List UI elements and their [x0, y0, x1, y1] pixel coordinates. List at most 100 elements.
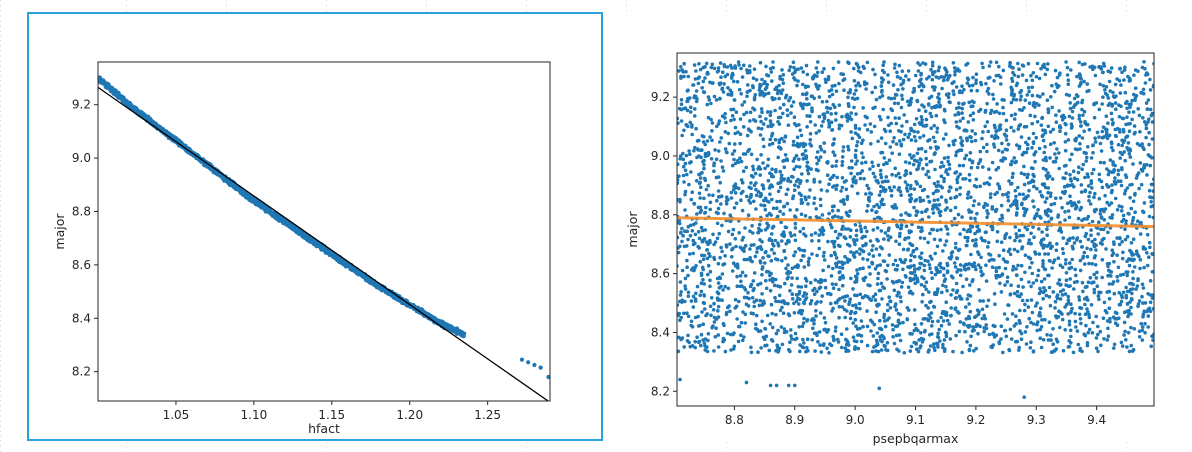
- data-point: [1032, 235, 1036, 239]
- data-point: [902, 351, 907, 355]
- data-point: [1001, 192, 1005, 197]
- data-point: [848, 235, 853, 239]
- data-point: [1037, 227, 1041, 231]
- data-point: [1067, 215, 1072, 220]
- data-point: [881, 63, 885, 67]
- y-tick-label: 9.0: [72, 151, 91, 165]
- data-point: [721, 90, 726, 94]
- data-point: [981, 145, 986, 150]
- data-point: [944, 73, 949, 77]
- data-point: [755, 246, 760, 250]
- data-point: [719, 245, 723, 250]
- data-point: [1044, 293, 1049, 298]
- data-point: [898, 338, 903, 343]
- data-point: [946, 232, 950, 236]
- data-point: [860, 248, 864, 253]
- data-point: [722, 338, 727, 342]
- data-point: [847, 165, 851, 170]
- data-point: [868, 239, 873, 243]
- data-point: [373, 281, 378, 286]
- data-point: [429, 315, 435, 320]
- data-point: [927, 290, 931, 294]
- data-point: [933, 348, 937, 353]
- data-point: [1066, 209, 1071, 213]
- data-point: [1125, 99, 1129, 104]
- data-point: [983, 316, 987, 321]
- data-point: [1123, 65, 1127, 70]
- data-point: [1148, 163, 1153, 168]
- data-point: [1077, 117, 1082, 121]
- data-point: [938, 238, 943, 242]
- data-point: [1141, 314, 1145, 319]
- data-point: [1029, 73, 1033, 78]
- data-point: [1013, 112, 1018, 116]
- data-point: [1104, 85, 1109, 89]
- data-point: [894, 142, 899, 146]
- data-point: [968, 151, 973, 155]
- data-point: [238, 189, 244, 194]
- data-point: [746, 149, 750, 153]
- data-point: [998, 281, 1002, 286]
- data-point: [1071, 169, 1076, 173]
- data-point: [727, 141, 732, 146]
- data-point: [819, 147, 824, 152]
- selected-chart-frame[interactable]: [27, 12, 603, 441]
- data-point: [686, 237, 690, 242]
- data-point: [1110, 213, 1115, 217]
- data-point: [867, 195, 871, 200]
- data-point: [1064, 60, 1068, 64]
- data-point: [1008, 235, 1012, 240]
- data-point: [1120, 256, 1125, 261]
- data-point: [934, 184, 939, 188]
- data-point: [856, 333, 860, 337]
- data-point: [678, 293, 683, 297]
- data-point: [1125, 345, 1129, 349]
- data-point: [1064, 278, 1069, 283]
- data-point: [1078, 141, 1082, 146]
- data-point: [829, 292, 833, 297]
- data-point: [919, 336, 924, 341]
- data-point: [794, 164, 799, 169]
- data-point: [964, 277, 969, 282]
- data-point: [368, 278, 373, 283]
- data-point: [766, 163, 770, 168]
- data-point: [1030, 85, 1034, 89]
- data-point: [817, 330, 822, 334]
- data-point: [769, 259, 774, 263]
- data-point: [997, 253, 1001, 258]
- data-point: [1022, 106, 1026, 110]
- data-point: [1139, 182, 1144, 187]
- data-point: [994, 60, 999, 65]
- data-point: [1044, 173, 1049, 178]
- data-point: [1080, 280, 1085, 285]
- data-point: [1141, 116, 1145, 120]
- data-point: [1081, 113, 1085, 117]
- data-point: [899, 213, 903, 217]
- data-point: [897, 139, 902, 143]
- data-point: [815, 70, 820, 75]
- data-point: [740, 180, 745, 185]
- data-point: [1115, 208, 1120, 212]
- data-point: [978, 265, 983, 270]
- data-point: [954, 281, 959, 286]
- data-point: [767, 348, 772, 353]
- data-point: [1057, 151, 1061, 155]
- data-point: [693, 241, 697, 245]
- data-point: [708, 284, 712, 289]
- data-point: [1145, 173, 1149, 177]
- data-point: [769, 238, 774, 243]
- data-point: [836, 260, 841, 264]
- data-point: [766, 91, 771, 96]
- data-point: [898, 175, 902, 180]
- data-point: [837, 103, 842, 107]
- data-point: [1063, 121, 1067, 126]
- data-point: [791, 143, 796, 147]
- data-point: [696, 230, 701, 234]
- data-point: [1123, 158, 1127, 163]
- data-point: [1146, 325, 1150, 329]
- data-point: [1149, 200, 1153, 204]
- data-point: [1147, 130, 1151, 135]
- data-point: [994, 129, 998, 134]
- data-point: [1116, 142, 1121, 147]
- data-point: [743, 274, 748, 278]
